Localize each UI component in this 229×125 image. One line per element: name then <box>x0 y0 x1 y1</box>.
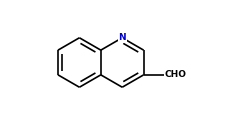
Text: CHO: CHO <box>165 70 187 79</box>
Text: N: N <box>118 33 126 42</box>
